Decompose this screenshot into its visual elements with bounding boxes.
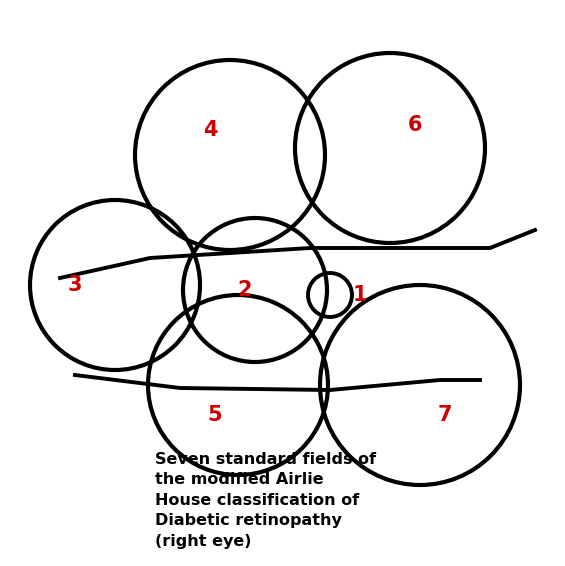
Text: 2: 2 [238,280,252,300]
Text: 3: 3 [68,275,82,295]
Text: 5: 5 [208,405,222,425]
Text: 4: 4 [203,120,218,140]
Text: 7: 7 [438,405,452,425]
Text: 1: 1 [353,285,367,305]
Text: 6: 6 [408,115,422,135]
Text: Seven standard fields of
the modified Airlie
House classification of
Diabetic re: Seven standard fields of the modified Ai… [155,452,376,548]
